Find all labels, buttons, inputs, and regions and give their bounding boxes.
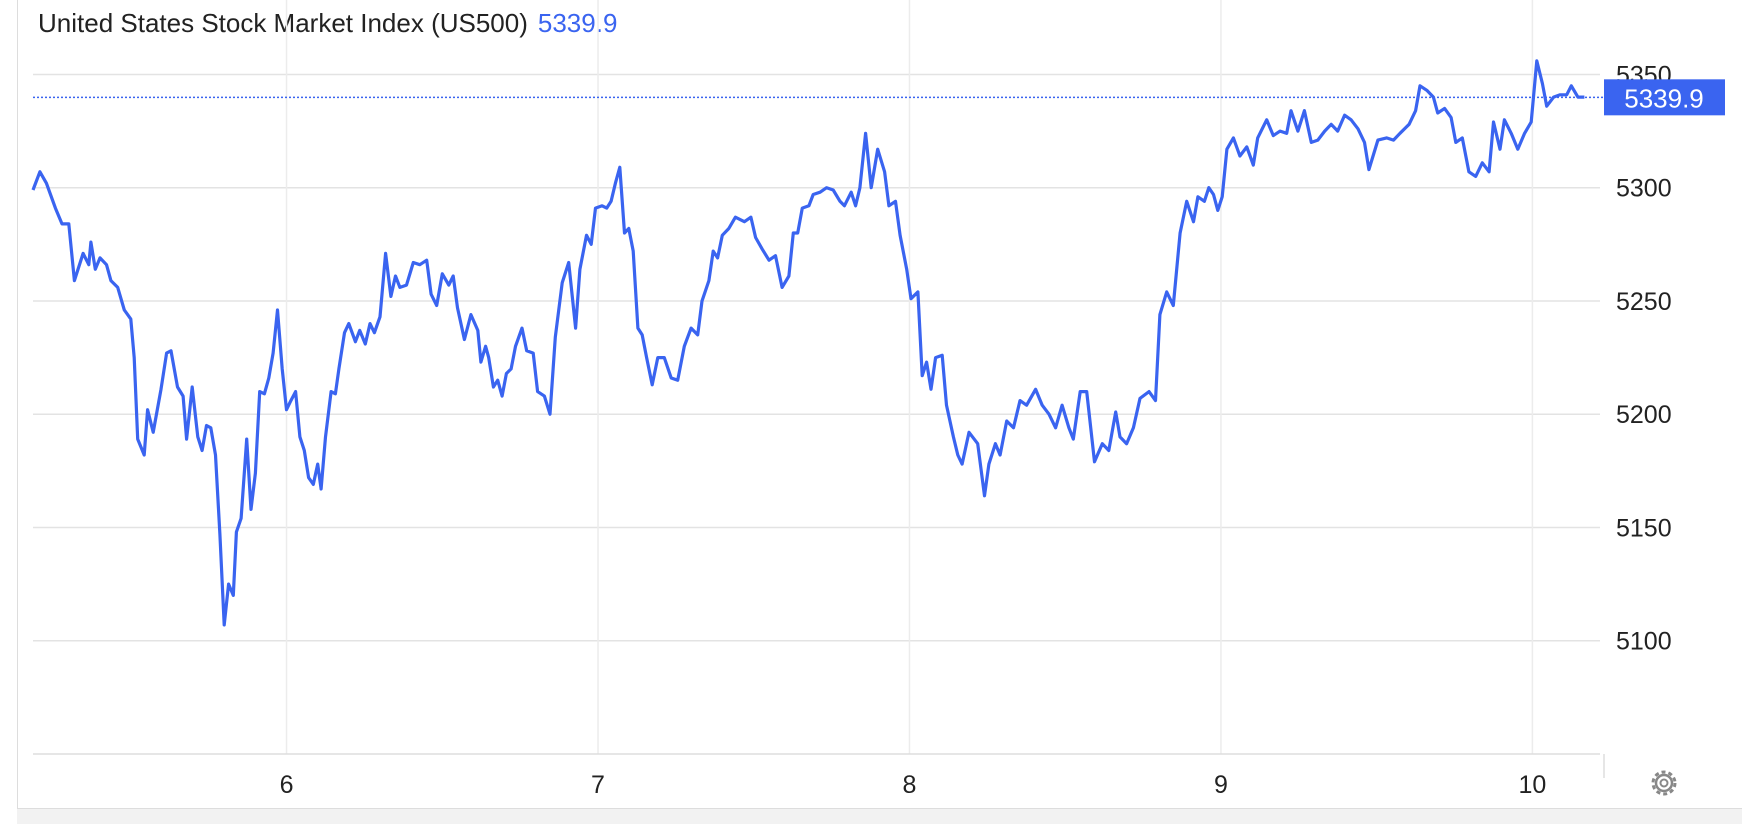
title-last-value: 5339.9 (538, 8, 618, 38)
gear-ring (1654, 773, 1674, 793)
last-price-box (1604, 79, 1725, 116)
y-tick-label: 5200 (1616, 401, 1672, 429)
gear-teeth (1651, 770, 1677, 796)
x-tick-label: 10 (1519, 771, 1547, 799)
x-tick-label: 8 (903, 771, 917, 799)
y-tick-label: 5100 (1616, 628, 1672, 656)
x-tick-label: 6 (280, 771, 294, 799)
bottom-strip (17, 808, 1742, 824)
x-tick-label: 9 (1214, 771, 1228, 799)
gear-hole (1659, 778, 1669, 788)
chart-title: United States Stock Market Index (US500) (38, 8, 528, 38)
price-line (31, 59, 1585, 627)
y-tick-label: 5250 (1616, 288, 1672, 316)
y-tick-label: 5300 (1616, 175, 1672, 203)
gear-icon[interactable] (1651, 770, 1677, 796)
x-tick-label: 7 (591, 771, 605, 799)
y-tick-label: 5150 (1616, 514, 1672, 542)
last-price-label: 5339.9 (1624, 83, 1704, 113)
